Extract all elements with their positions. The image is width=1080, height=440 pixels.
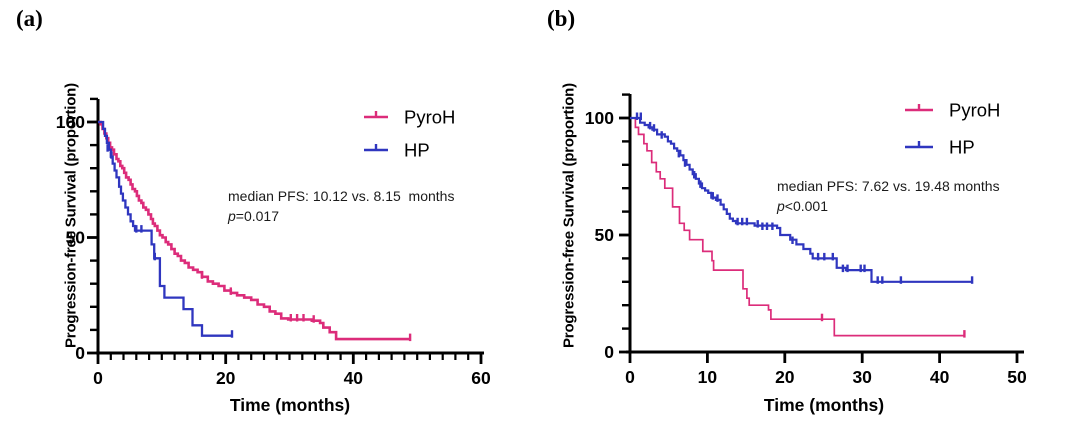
panel-b-median-pfs-text: median PFS: 7.62 vs. 19.48 months [777,178,1000,194]
panel-a-plot: 0 20 40 60 0 50 100 PyroH HP [56,97,491,388]
y-tick-label: 100 [585,108,614,128]
legend-label-hp: HP [404,140,430,161]
x-tick-label: 40 [930,367,950,387]
km-curve-hp [98,120,232,337]
panel-b-pvalue-text: p<0.001 [777,198,829,215]
x-tick-label: 20 [216,368,236,388]
panel-a-label: (a) [16,6,43,31]
panel-a-x-axis-title: Time (months) [229,395,351,415]
panel-b-annotation: median PFS: 7.62 vs. 19.48 months p<0.00… [777,176,1000,217]
panel-b-plot: 0 10 20 30 40 50 0 50 100 PyroH HP [585,93,1027,387]
legend-label-hp: HP [949,137,975,158]
x-tick-label: 10 [698,367,718,387]
x-tick-label: 60 [471,368,491,388]
km-curve-hp [630,116,973,283]
legend-label-pyroh: PyroH [404,107,455,128]
y-tick-label: 0 [604,342,614,362]
x-tick-label: 40 [344,368,364,388]
x-tick-label: 30 [852,367,872,387]
panel-a-pvalue-text: p=0.017 [228,208,280,225]
km-curve-pyroh [630,117,965,337]
panel-a-median-pfs-text: median PFS: 10.12 vs. 8.15 months [228,188,455,204]
legend-label-pyroh: PyroH [949,100,1000,121]
y-tick-label: 50 [66,228,86,248]
x-tick-label: 50 [1007,367,1027,387]
km-curve-pyroh [98,120,411,341]
panel-b-x-axis-title: Time (months) [763,395,885,415]
x-tick-label: 0 [625,367,635,387]
x-tick-label: 0 [93,368,103,388]
y-tick-label: 100 [56,112,85,132]
panel-b-label: (b) [547,6,576,31]
panel-a-annotation: median PFS: 10.12 vs. 8.15 months p=0.01… [228,186,454,227]
y-tick-label: 0 [75,343,85,363]
x-tick-label: 20 [775,367,795,387]
y-tick-label: 50 [595,225,615,245]
